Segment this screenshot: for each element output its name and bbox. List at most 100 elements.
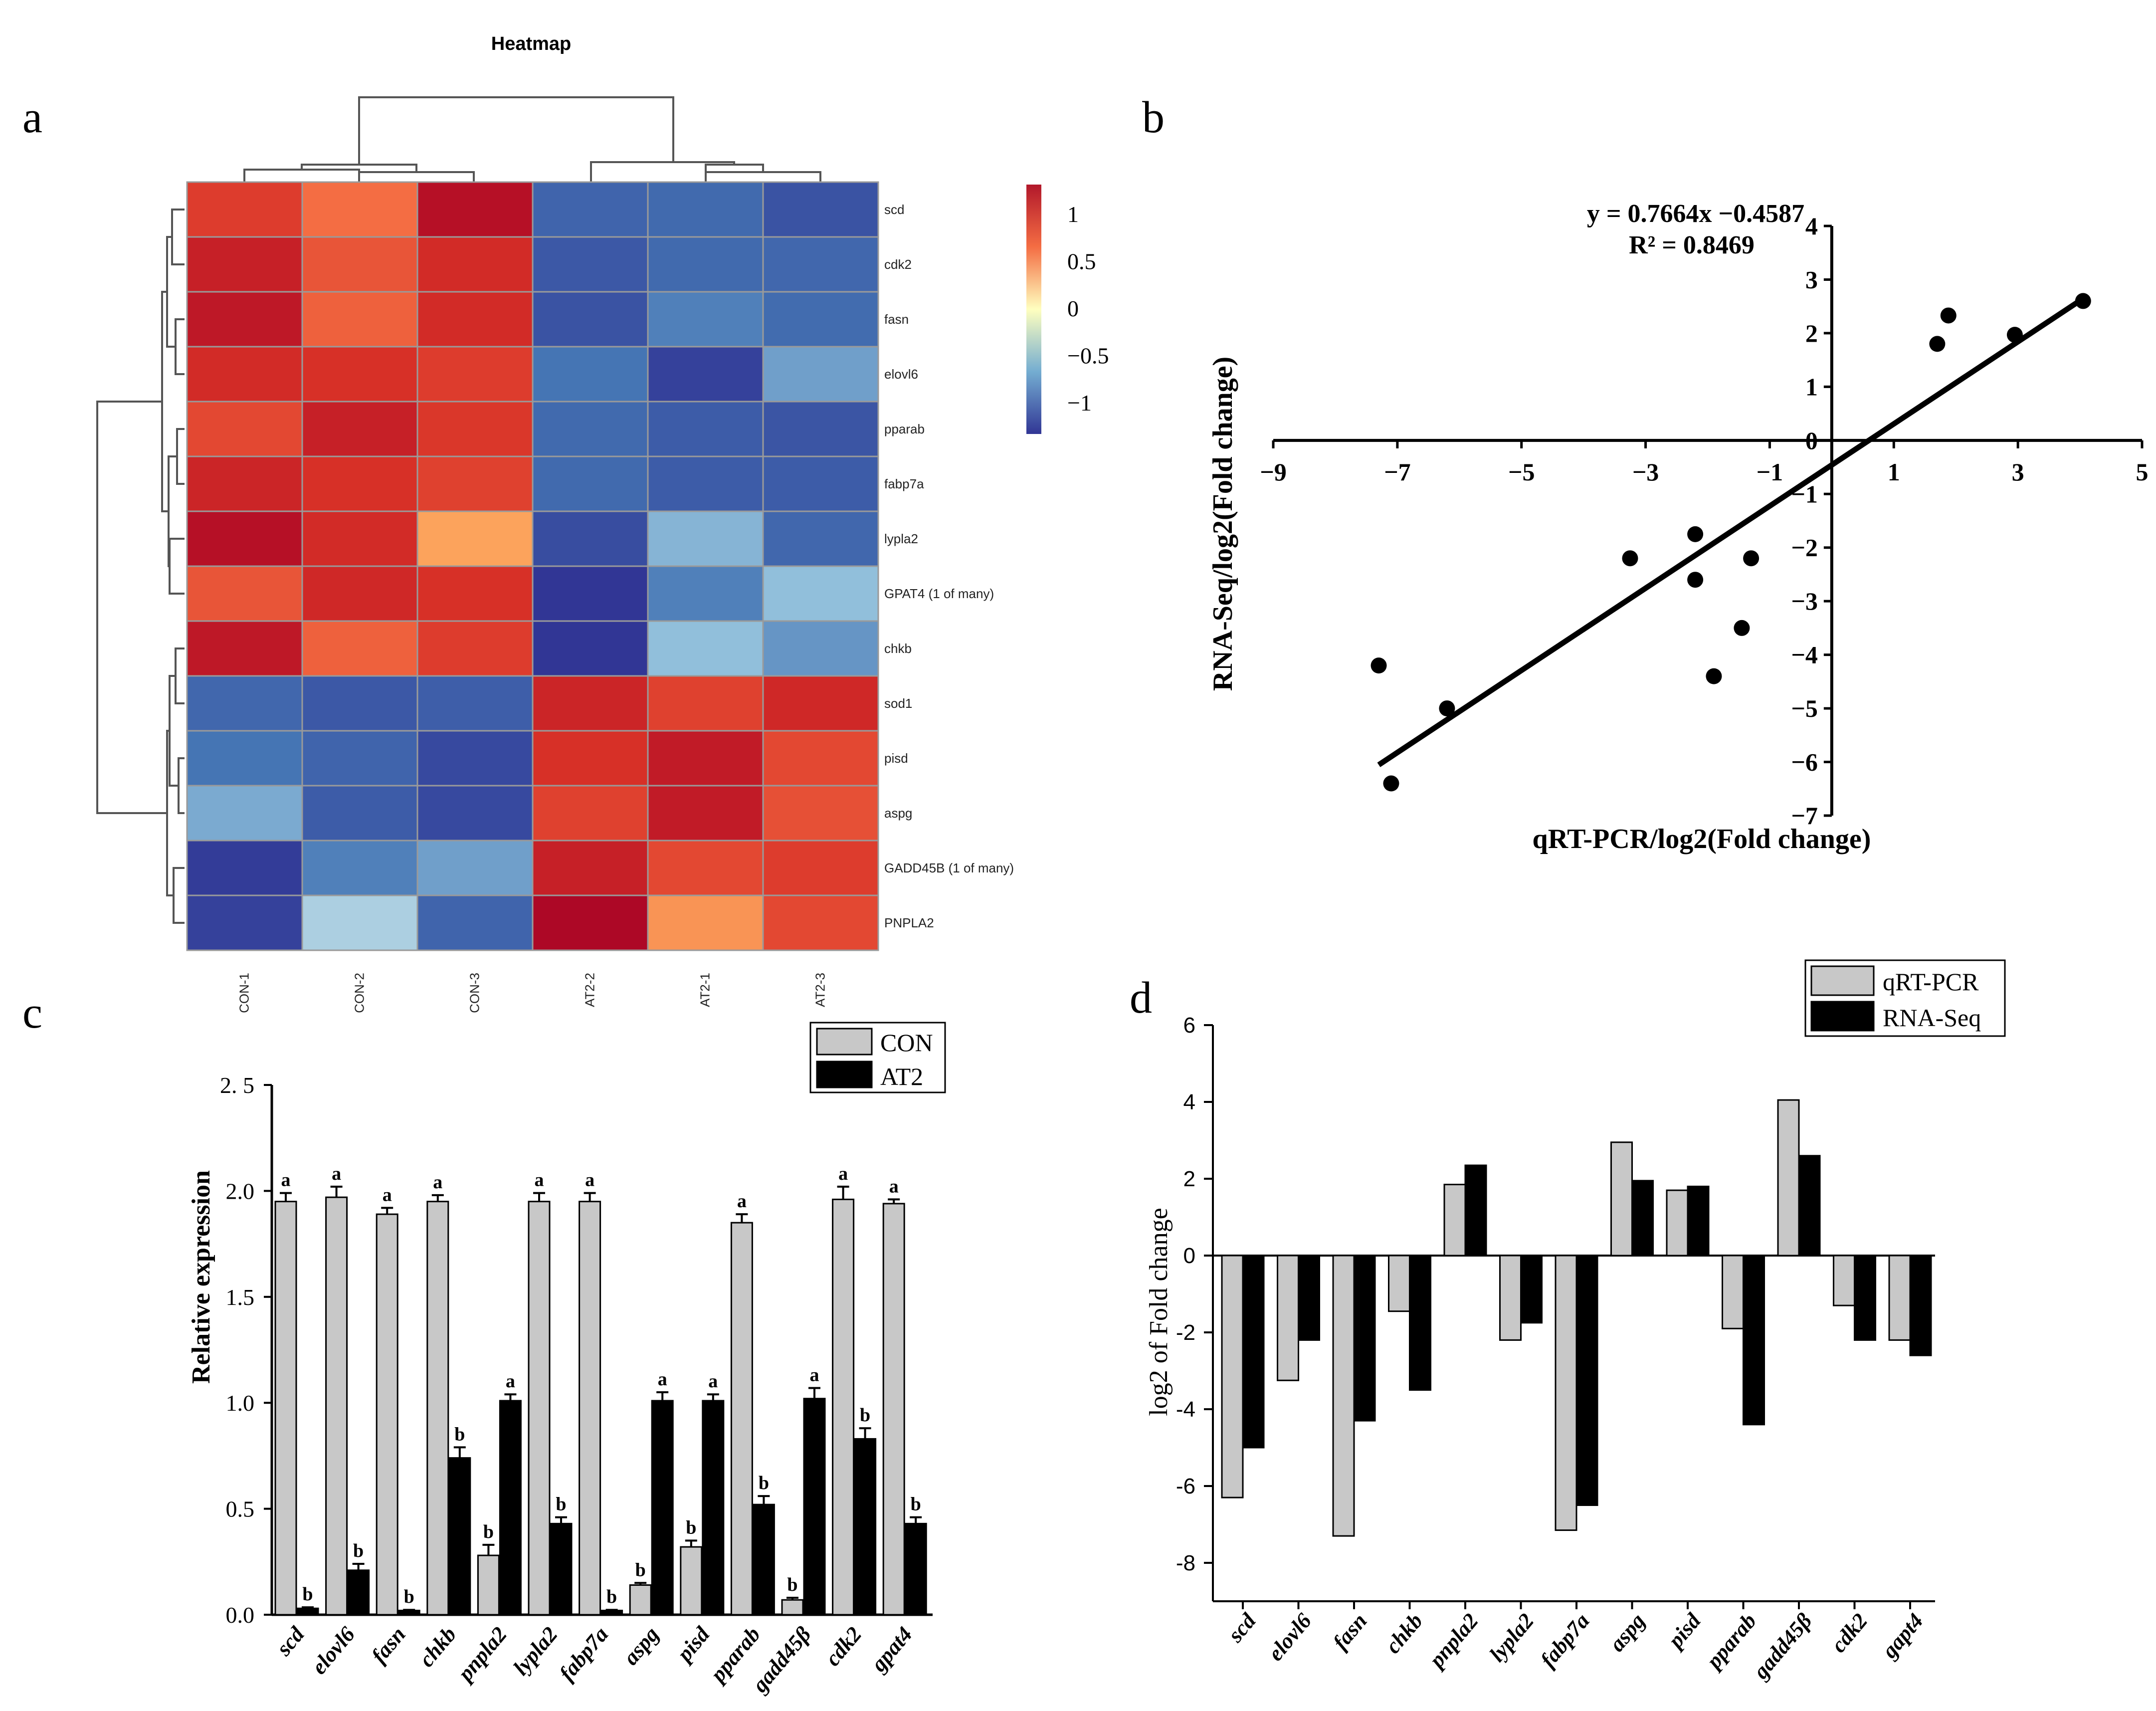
- heatmap-cell: [416, 455, 534, 512]
- heatmap-cell: [647, 840, 764, 896]
- fold-change-bar: [1298, 1255, 1320, 1341]
- regression-line: [1377, 296, 2085, 767]
- row-dendrogram-link: [176, 428, 185, 485]
- heatmap-cell: [532, 401, 649, 457]
- heatmap-cell: [186, 291, 303, 348]
- scatter-y-tick-label: −3: [1791, 587, 1818, 615]
- significance-letter: b: [635, 1559, 646, 1580]
- significance-letter: b: [686, 1517, 696, 1538]
- relative-expression-y-tick-label: 1.0: [226, 1390, 255, 1416]
- relative-expression-bar: [832, 1198, 855, 1616]
- fold-change-bar: [1499, 1255, 1522, 1341]
- scatter-x-tick-label: −3: [1632, 458, 1659, 486]
- relative-expression-category-label: gpat4: [866, 1622, 917, 1677]
- scatter-x-tick-label: −9: [1260, 458, 1287, 486]
- significance-letter: a: [810, 1364, 819, 1385]
- row-dendrogram-link: [175, 647, 185, 704]
- heatmap-color-scale: 1 0.5 0 −0.5 −1: [1026, 185, 1109, 434]
- scatter-point: [1734, 620, 1750, 636]
- heatmap-cell: [301, 675, 418, 732]
- fold-change-y-tick-label: 0: [1183, 1244, 1195, 1268]
- heatmap-cell: [416, 401, 534, 457]
- heatmap-cell: [186, 894, 303, 951]
- relative-expression-bar: [325, 1196, 348, 1616]
- panel-label-a: a: [22, 93, 42, 142]
- heatmap-cell: [762, 236, 879, 293]
- heatmap-row-label: cdk2: [884, 257, 912, 272]
- heatmap-cell: [186, 181, 303, 238]
- fold-change-category-label: pnpla2: [1423, 1609, 1483, 1674]
- heatmap-cell: [532, 236, 649, 293]
- color-scale-tick-label: −1: [1067, 390, 1092, 416]
- heatmap-cell: [647, 620, 764, 677]
- scatter-x-tick-label: 5: [2136, 458, 2149, 486]
- fold-change-bar: [1464, 1164, 1487, 1257]
- heatmap-cell: [647, 401, 764, 457]
- column-dendrogram-link: [358, 96, 674, 165]
- relative-expression-bar: [499, 1400, 522, 1616]
- relative-expression-bar: [629, 1584, 652, 1616]
- fold-change-bar: [1353, 1255, 1376, 1422]
- significance-letter: a: [383, 1184, 392, 1205]
- relative-expression-y-tick-label: 2.0: [226, 1178, 255, 1204]
- relative-expression-category-label: fabp7a: [555, 1622, 613, 1686]
- heatmap-row-label: fasn: [884, 312, 909, 327]
- significance-letter: a: [708, 1371, 718, 1392]
- relative-expression-bar: [397, 1610, 420, 1616]
- fold-change-bar: [1743, 1255, 1765, 1426]
- relative-expression-bar: [752, 1503, 775, 1616]
- heatmap-cell: [647, 346, 764, 403]
- scatter-y-tick-label: 1: [1805, 373, 1818, 401]
- heatmap-row-labels: scd cdk2 fasn elovl6 pparab fabp7a lypla2 GPAT4…: [884, 202, 1014, 930]
- heatmap-cell: [532, 620, 649, 677]
- heatmap-row-label: pisd: [884, 751, 908, 766]
- relative-expression-bar: [882, 1203, 905, 1616]
- heatmap-cell: [301, 730, 418, 787]
- significance-letter: a: [506, 1371, 515, 1392]
- fold-change-category-label: fasn: [1328, 1609, 1372, 1654]
- heatmap-cell: [647, 181, 764, 238]
- scatter-point: [1940, 307, 1957, 324]
- relative-expression-y-tick-label: 2. 5: [220, 1072, 254, 1098]
- significance-letter: a: [535, 1170, 544, 1191]
- relative-expression-bar: [477, 1554, 500, 1616]
- heatmap-cell: [416, 620, 534, 677]
- relative-expression-category-label: cdk2: [820, 1622, 867, 1671]
- legend-swatch-at2: [816, 1061, 873, 1088]
- heatmap-cell: [647, 291, 764, 348]
- scatter-point: [1383, 775, 1399, 792]
- relative-expression-bar: [781, 1599, 804, 1616]
- heatmap-cell: [647, 785, 764, 842]
- panel-label-d: d: [1130, 973, 1152, 1023]
- heatmap-cell: [301, 455, 418, 512]
- heatmap-cell: [186, 401, 303, 457]
- heatmap-cell: [762, 181, 879, 238]
- fold-change-category-label: cdk2: [1826, 1609, 1873, 1657]
- relative-expression-legend: CON AT2: [809, 1022, 946, 1093]
- heatmap-cell: [647, 730, 764, 787]
- heatmap-cell: [301, 181, 418, 238]
- heatmap-cell: [301, 894, 418, 951]
- significance-letter: b: [759, 1473, 769, 1494]
- fold-change-bar: [1909, 1255, 1932, 1356]
- fold-change-y-tick-label: -2: [1176, 1320, 1195, 1345]
- scatter-point: [1929, 336, 1946, 352]
- heatmap-cell: [301, 620, 418, 677]
- color-scale-ticks: 1 0.5 0 −0.5 −1: [1067, 202, 1109, 416]
- heatmap-cell: [647, 894, 764, 951]
- relative-expression-category-label: scd: [271, 1622, 310, 1661]
- heatmap-row-label: pparab: [884, 422, 925, 436]
- heatmap-cell: [532, 730, 649, 787]
- heatmap-cell: [186, 565, 303, 622]
- row-dendrogram-link: [169, 675, 179, 787]
- significance-letter: a: [889, 1176, 899, 1197]
- scatter-y-label: RNA-Seq/log2(Fold change): [1207, 357, 1238, 691]
- significance-letter: b: [911, 1494, 921, 1515]
- color-scale-tick-label: 1: [1067, 202, 1079, 227]
- scatter-point: [1439, 700, 1455, 717]
- heatmap-cell: [647, 675, 764, 732]
- column-dendrogram-link: [705, 171, 821, 182]
